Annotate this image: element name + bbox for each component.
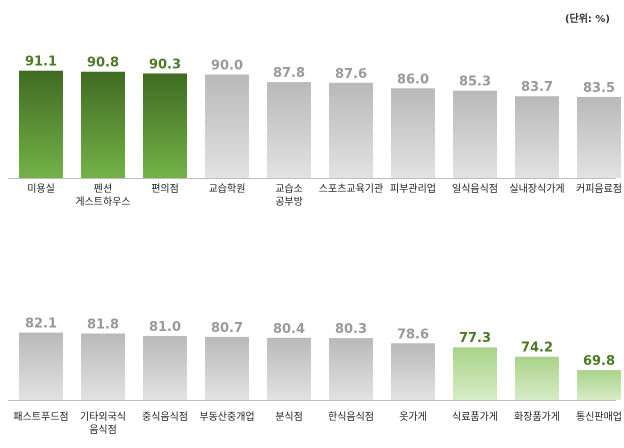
category-label: 교습학원 <box>209 183 246 195</box>
value-label: 90.0 <box>211 59 243 74</box>
bar <box>267 337 311 400</box>
value-label: 86.0 <box>397 72 429 87</box>
category-label: 기타외국식 음식점 <box>80 411 126 436</box>
category-label: 중식음식점 <box>142 411 188 423</box>
bar <box>577 370 621 400</box>
bar <box>205 74 249 178</box>
category-label: 옷가게 <box>399 411 427 423</box>
bar <box>515 96 559 178</box>
value-label: 78.6 <box>397 327 429 342</box>
bar <box>205 336 249 400</box>
value-label: 81.8 <box>87 318 119 333</box>
bar <box>19 332 63 400</box>
category-label: 통신판매업 <box>576 410 622 423</box>
value-label: 74.2 <box>521 341 553 356</box>
value-label: 77.3 <box>459 331 491 346</box>
value-label: 87.6 <box>335 67 367 82</box>
category-label: 일식음식점 <box>452 183 498 195</box>
unit-label: (단위: %) <box>564 14 610 25</box>
value-label: 91.1 <box>25 55 57 70</box>
category-label: 피부관리업 <box>390 182 436 195</box>
category-label: 교습소 공부방 <box>275 183 303 208</box>
value-label: 80.7 <box>211 321 243 336</box>
value-label: 85.3 <box>459 75 491 90</box>
category-label: 펜션 게스트하우스 <box>75 183 130 208</box>
bar <box>577 96 621 178</box>
bar <box>329 82 373 178</box>
category-label: 부동산중개업 <box>199 410 254 423</box>
bar <box>453 347 497 400</box>
bar <box>81 333 125 400</box>
value-label: 90.8 <box>87 56 119 71</box>
category-label: 실내장식가게 <box>509 183 564 195</box>
bar <box>267 82 311 178</box>
value-label: 87.8 <box>273 66 305 81</box>
chart-panel-1: 91.1 미용실 90.8 펜션 게스트하우스 90.3 편의점 90.0 교습학원 87.8 교습… <box>8 55 622 208</box>
category-label: 화장품가게 <box>514 411 560 423</box>
value-label: 83.7 <box>521 80 553 95</box>
chart-panel-2: 82.1 패스트푸드점 81.8 기타외국식 음식점 81.0 중식음식점 80.7 부동산중개… <box>8 317 622 436</box>
bar <box>453 90 497 178</box>
category-label: 커피음료점 <box>576 183 622 195</box>
value-label: 90.3 <box>149 57 181 72</box>
bar <box>329 338 373 400</box>
category-label: 편의점 <box>151 183 179 195</box>
category-label: 패스트푸드점 <box>13 411 68 423</box>
value-label: 80.3 <box>335 322 367 337</box>
category-label: 분식점 <box>275 411 303 423</box>
value-label: 81.0 <box>149 320 181 335</box>
value-label: 69.8 <box>583 354 615 369</box>
bar <box>391 343 435 400</box>
value-label: 80.4 <box>273 322 305 337</box>
bar <box>81 71 125 178</box>
category-label: 스포츠교육기관 <box>319 183 383 195</box>
category-label: 한식음식점 <box>328 411 374 423</box>
bar <box>19 70 63 178</box>
bar <box>391 88 435 178</box>
value-label: 82.1 <box>25 317 57 332</box>
bar <box>515 356 559 400</box>
bar <box>143 73 187 178</box>
value-label: 83.5 <box>583 81 615 96</box>
category-label: 식료품가게 <box>452 411 498 423</box>
category-label: 미용실 <box>27 183 55 195</box>
bar <box>143 335 187 400</box>
